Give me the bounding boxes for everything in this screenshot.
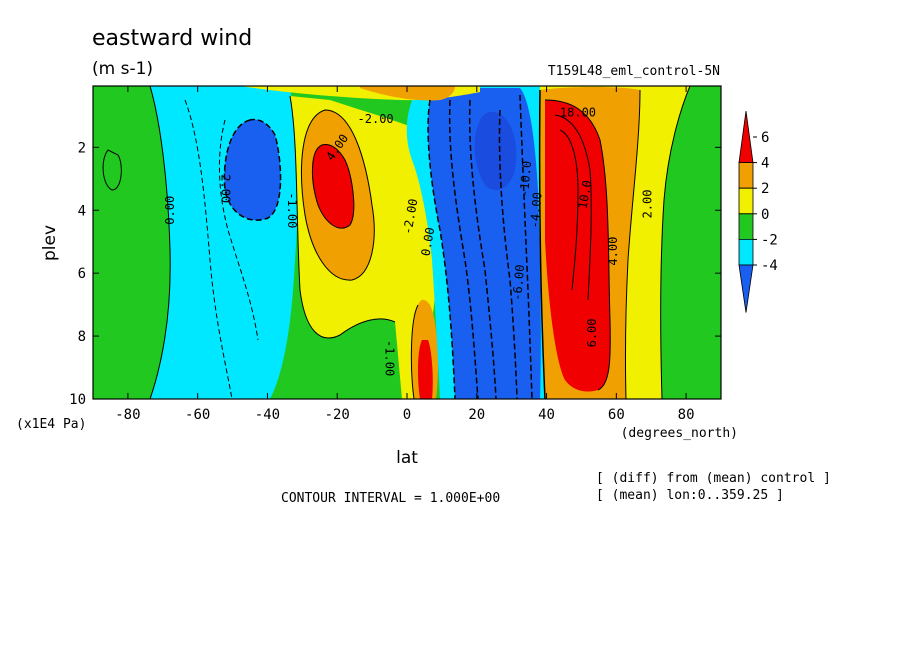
contour-label: -1.00: [285, 192, 299, 228]
colorbar-label: 6: [761, 130, 769, 146]
contour-field: 0.00-2.00-1.00-2.004.00-1.000.00-2.00-6.…: [93, 86, 721, 399]
contour-label: -2.00: [358, 112, 394, 126]
y-tick-label: 10: [69, 392, 86, 408]
x-axis: -80 -60 -40 -20 0 20 40 60 80: [115, 86, 695, 423]
y-axis-label: plev: [40, 225, 60, 261]
blue-region-south: [224, 119, 281, 221]
red-region-north: [545, 100, 611, 392]
contour-label: 0.00: [419, 226, 438, 257]
colorbar-segment: [738, 187, 754, 215]
x-tick-label: 60: [608, 407, 625, 423]
chart-units: (m s-1): [92, 59, 153, 79]
y-axis: 2 4 6 8 10: [69, 140, 721, 408]
contour-label: -4.00: [528, 192, 545, 229]
contour-label: 2.00: [641, 190, 655, 219]
colorbar-label: -4: [761, 258, 778, 274]
contour-label: 10.0: [576, 179, 595, 210]
note-line-1: [ (diff) from (mean) control ]: [596, 471, 831, 486]
contour-label: 0.00: [163, 196, 177, 225]
chart-title: eastward wind: [92, 26, 252, 51]
colorbar-segment: [738, 264, 754, 313]
contour-label: -2.00: [219, 167, 233, 203]
colorbar-segment: [738, 110, 754, 163]
y-tick-label: 2: [78, 140, 86, 156]
cyan-region-south: [150, 86, 298, 399]
x-tick-label: -60: [185, 407, 210, 423]
contour-labels: 0.00-2.00-1.00-2.004.00-1.000.00-2.00-6.…: [163, 106, 655, 376]
contour-label: -10.0: [517, 160, 534, 197]
x-axis-units: (degrees_north): [621, 426, 738, 441]
x-tick-label: 80: [678, 407, 695, 423]
contour-interval: CONTOUR INTERVAL = 1.000E+00: [281, 491, 500, 506]
contour-label: 6.00: [585, 318, 599, 347]
colorbar-label: -2: [761, 232, 778, 248]
red-region-equator: [417, 340, 433, 399]
green-region-north: [660, 86, 721, 399]
red-region-south: [312, 144, 354, 229]
y-axis-units: (x1E4 Pa): [16, 417, 86, 432]
x-tick-label: 20: [468, 407, 485, 423]
y-tick-label: 6: [78, 266, 86, 282]
colorbar-label: 4: [761, 156, 769, 172]
x-tick-label: -40: [255, 407, 280, 423]
contour-label: -6.00: [510, 264, 527, 301]
contour-label: -1.00: [383, 340, 397, 376]
colorbar-label: 0: [761, 207, 769, 223]
orange-strip-top: [360, 86, 455, 101]
contour-label: 18.00: [560, 106, 596, 120]
x-tick-label: -20: [325, 407, 350, 423]
contour-lines: [102, 86, 691, 399]
colorbar-segment: [738, 162, 754, 189]
x-tick-label: -80: [115, 407, 140, 423]
colorbar-segment: [738, 239, 754, 266]
colorbar-label: 2: [761, 181, 769, 197]
x-tick-label: 40: [538, 407, 555, 423]
y-tick-label: 8: [78, 329, 86, 345]
contour-label: 4.00: [606, 237, 620, 266]
note-line-2: [ (mean) lon:0..359.25 ]: [596, 488, 784, 503]
contour-label: -2.00: [400, 198, 420, 236]
colorbar: 6 4 2 0 -2 -4: [738, 110, 778, 313]
colorbar-segment: [738, 213, 754, 240]
darkblue-region-tropics: [474, 111, 517, 190]
run-label: T159L48_eml_control-5N: [548, 64, 720, 79]
x-axis-label: lat: [396, 448, 418, 468]
x-tick-label: 0: [403, 407, 411, 423]
y-tick-label: 4: [78, 203, 86, 219]
